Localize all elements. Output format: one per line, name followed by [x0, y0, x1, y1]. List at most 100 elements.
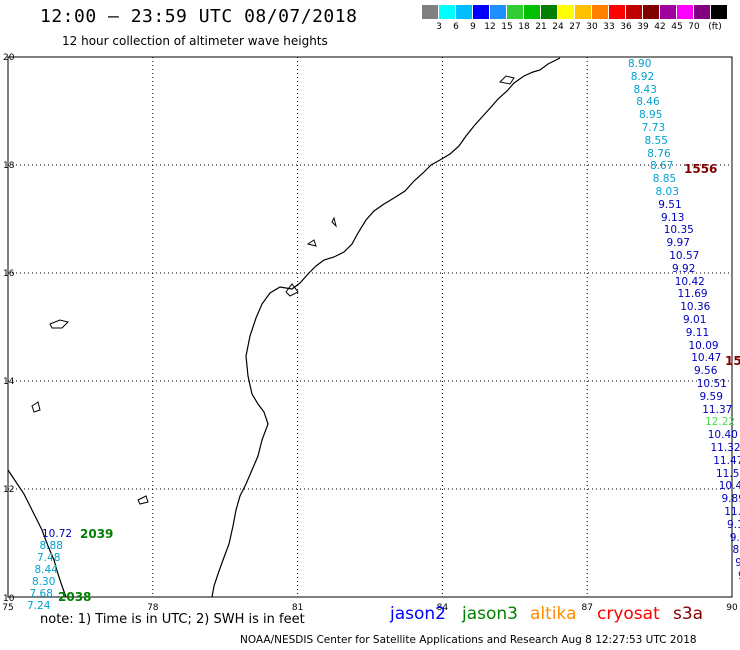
axis-ticks: 75 78 81 84 87 90 10 12 14 16 18 20 — [2, 53, 738, 613]
wave-height-value: 9.11 — [685, 326, 710, 339]
legend-label: 39 — [637, 22, 649, 32]
wave-height-value: 9 — [738, 570, 740, 582]
x-tick-label: 84 — [437, 603, 449, 613]
coastline — [211, 57, 561, 598]
legend-swatch — [541, 5, 557, 19]
legend-label: 3 — [436, 22, 442, 32]
legend-label: 42 — [654, 22, 666, 32]
wave-height-value: 9.92 — [672, 262, 696, 275]
wave-height-value: 9.59 — [699, 390, 723, 403]
wave-height-value: 10.57 — [669, 250, 700, 262]
legend-label: 24 — [552, 22, 564, 32]
satellite-jason2: jason2 — [390, 604, 446, 624]
wave-height-value: 8.43 — [633, 83, 657, 96]
wave-height-value: 7.68 — [29, 588, 53, 600]
wave-height-value: 11.53 — [716, 467, 740, 480]
wave-height-value: 8.03 — [655, 186, 679, 198]
wave-height-value: 7.24 — [27, 600, 51, 612]
wave-height-value: 11.0 — [724, 506, 740, 518]
legend-label: 27 — [569, 22, 581, 32]
x-tick-label: 75 — [2, 603, 13, 613]
wave-height-value: 10.35 — [663, 224, 694, 237]
island-small-2 — [49, 319, 69, 329]
island-small-3 — [31, 401, 41, 413]
legend-swatch — [626, 5, 642, 19]
wave-height-value: 9.1 — [727, 518, 740, 531]
x-tick-label: 87 — [581, 603, 592, 613]
footer-note: note: 1) Time is in UTC; 2) SWH is in fe… — [40, 612, 305, 627]
wave-height-value: 10.72 — [42, 528, 73, 540]
legend-swatch — [473, 5, 489, 19]
island-small-4 — [137, 495, 149, 505]
x-tick-label: 90 — [726, 603, 738, 613]
wave-height-value: 7.48 — [37, 552, 61, 564]
wave-height-value: 10.51 — [696, 378, 727, 390]
wave-height-value: 7.73 — [641, 122, 666, 134]
wave-height-value: 9.56 — [694, 365, 718, 378]
wave-height-value: 8.95 — [639, 109, 663, 122]
wave-height-value: 8.85 — [652, 173, 677, 186]
legend-swatch — [490, 5, 506, 19]
wave-height-value: 8.67 — [650, 160, 674, 173]
map-subtitle: 12 hour collection of altimeter wave hei… — [62, 34, 328, 48]
wave-height-value: 9.89 — [721, 493, 740, 506]
island-andaman — [498, 75, 515, 85]
y-tick-label: 16 — [3, 269, 15, 279]
track-id-label: 15 — [725, 354, 740, 368]
wave-height-value: 8.88 — [39, 540, 63, 552]
legend-swatch — [507, 5, 523, 19]
legend-swatch — [456, 5, 472, 19]
coastline-bay-inlet — [285, 283, 299, 297]
wave-height-value: 8.76 — [647, 147, 671, 160]
legend-swatch — [609, 5, 625, 19]
wave-height-value: 9.97 — [666, 237, 690, 250]
legend-label: 15 — [501, 22, 513, 32]
wave-height-value: 11.32 — [710, 442, 740, 454]
legend-label: 33 — [603, 22, 615, 32]
wave-height-value: 8.46 — [636, 96, 660, 109]
legend-swatch — [711, 5, 727, 19]
footer-credit: NOAA/NESDIS Center for Satellite Applica… — [240, 634, 697, 646]
legend-label: 30 — [586, 22, 598, 32]
satellite-cryosat: cryosat — [597, 604, 660, 624]
legend-label: 6 — [453, 22, 459, 32]
track-id-label: 1556 — [684, 162, 718, 176]
track-id-label: 2039 — [80, 527, 114, 541]
wave-height-value: 10.45 — [718, 480, 740, 493]
y-tick-label: 10 — [3, 594, 15, 604]
y-tick-label: 12 — [3, 485, 14, 495]
legend-label: 18 — [518, 22, 530, 32]
wave-height-value: 9. — [735, 557, 740, 570]
legend-label: 9 — [470, 22, 476, 32]
wave-height-value: 8.44 — [34, 564, 58, 576]
track-id-label: 2038 — [58, 590, 92, 604]
legend-label: 45 — [671, 22, 683, 32]
coastline-sri-lanka — [7, 469, 67, 598]
y-tick-label: 18 — [3, 161, 15, 171]
wave-height-value: 9.13 — [661, 211, 685, 224]
x-tick-label: 78 — [147, 603, 159, 613]
lat-lon-grid — [8, 57, 732, 597]
wave-height-value: 8.55 — [644, 134, 668, 147]
map-title: 12:00 – 23:59 UTC 08/07/2018 — [40, 6, 358, 27]
wave-height-value: 11.37 — [702, 403, 733, 416]
wave-height-value: 9.8 — [729, 531, 740, 544]
legend-label: 70 — [688, 22, 700, 32]
legend-label: 12 — [484, 22, 496, 32]
map-frame — [7, 56, 733, 598]
legend-label: 36 — [620, 22, 632, 32]
wave-height-value: 10.47 — [691, 352, 722, 365]
wave-height-value: 11.47 — [713, 454, 740, 467]
wave-height-value: 8. — [732, 544, 740, 557]
y-tick-label: 20 — [3, 53, 15, 63]
legend-label: (ft) — [708, 22, 722, 32]
legend-swatch — [677, 5, 693, 19]
legend-swatch — [592, 5, 608, 19]
legend-swatch — [558, 5, 574, 19]
wave-height-color-legend: 3 6 9 12 15 18 21 24 27 30 33 36 39 42 45 70 (ft) — [422, 5, 728, 35]
wave-height-value: 10.36 — [680, 301, 711, 314]
wave-height-value: 11.69 — [677, 288, 708, 301]
wave-height-value: 10.40 — [707, 429, 738, 442]
legend-label: 21 — [535, 22, 547, 32]
